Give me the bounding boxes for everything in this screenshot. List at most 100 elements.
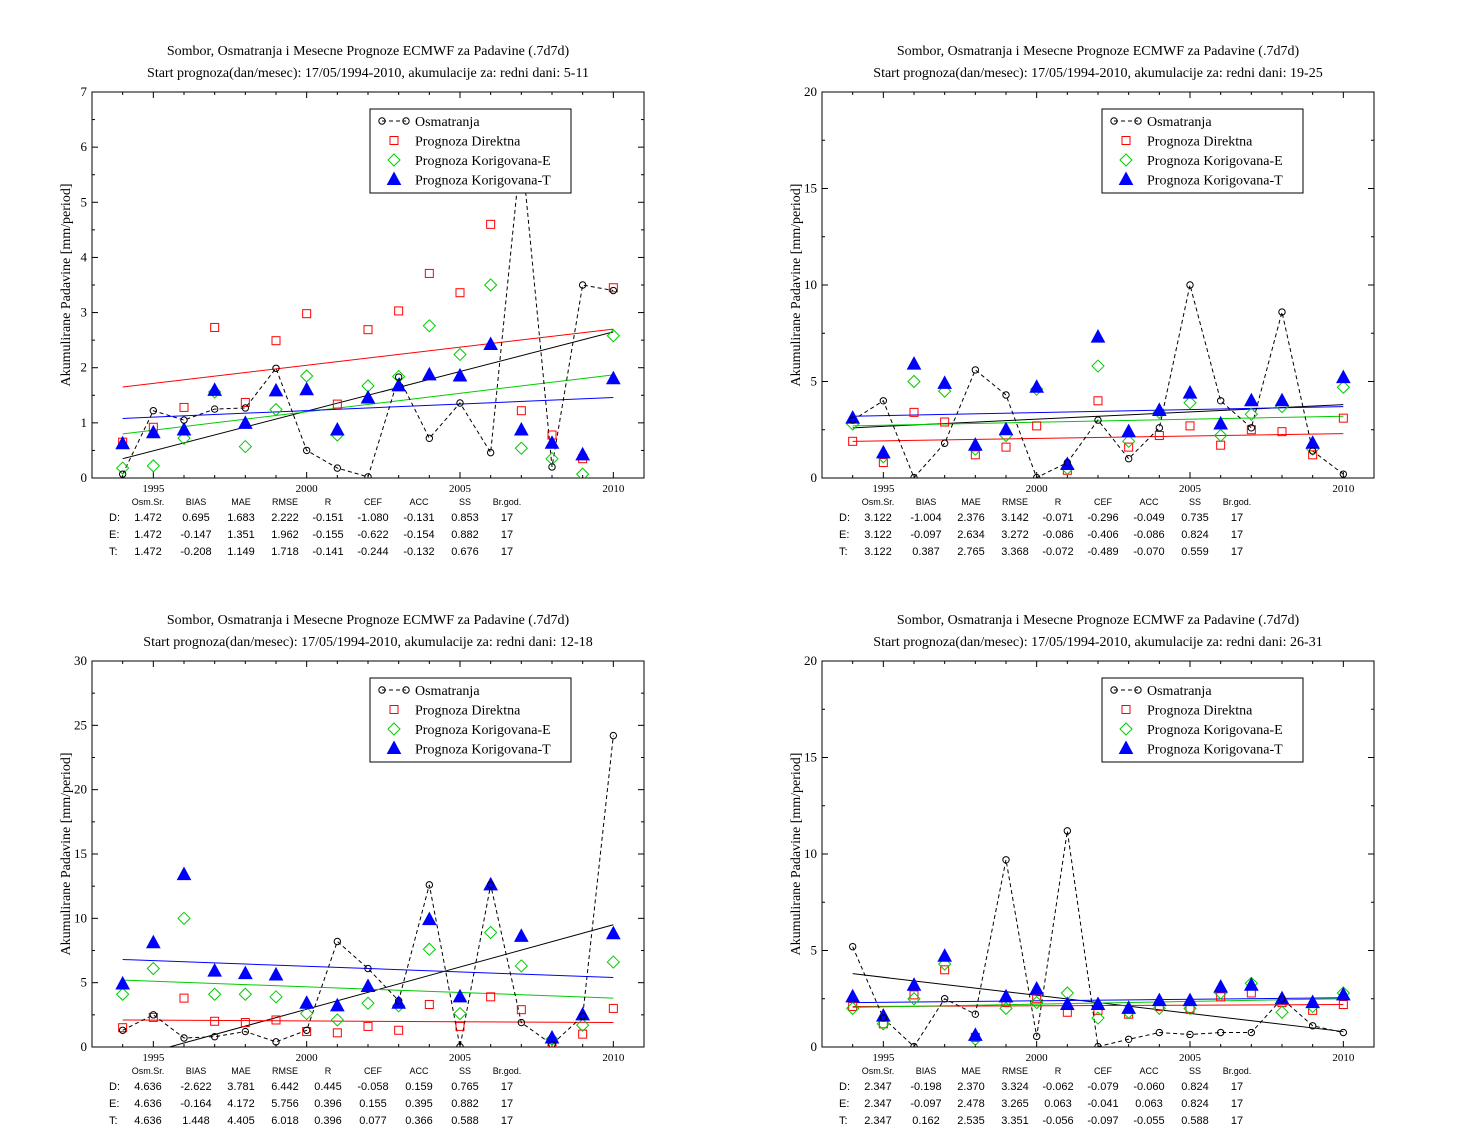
marker-obs <box>578 1012 587 1020</box>
stats-cell: 2.347 <box>864 1098 892 1110</box>
stats-cell: 17 <box>501 529 513 541</box>
legend-label-corr-t: Prognoza Korigovana-T <box>1147 174 1283 189</box>
marker-obs <box>1186 281 1194 289</box>
marker-obs <box>910 1042 918 1047</box>
legend-marker-obs <box>1134 117 1142 125</box>
marker-corr-t <box>605 370 621 385</box>
marker-corr-t <box>299 381 315 396</box>
stats-cell: 0.366 <box>405 1115 433 1127</box>
marker-corr-t <box>544 1029 560 1044</box>
trend-line-direct <box>852 433 1344 442</box>
marker-direct <box>332 1028 342 1038</box>
marker-direct <box>363 325 373 335</box>
marker-corr-t <box>906 356 922 370</box>
marker-corr-t <box>176 421 192 436</box>
stats-cell: 1.472 <box>134 546 162 558</box>
legend-marker-corr-e <box>387 153 401 167</box>
legend-marker-corr-e <box>387 722 401 736</box>
stats-cell: 1.683 <box>227 512 255 524</box>
marker-obs <box>425 434 434 442</box>
x-tick-label: 1995 <box>142 483 165 495</box>
marker-corr-e <box>937 384 952 398</box>
marker-corr-t <box>1335 369 1351 384</box>
stats-cell: 1.962 <box>271 529 299 541</box>
y-tick-label: 0 <box>811 1039 818 1054</box>
stats-row-label: T: <box>839 1115 848 1127</box>
marker-corr-t <box>1151 992 1167 1007</box>
marker-obs <box>394 996 403 1005</box>
stats-header: ACC <box>409 1066 429 1076</box>
marker-direct <box>909 407 919 417</box>
trend-line-corr-t <box>122 959 614 979</box>
marker-corr-e <box>1213 428 1228 443</box>
stats-table: Osm.Sr. BIAS MAE RMSE R CEF ACC SS Br.god. D: 1.47… <box>109 497 521 558</box>
marker-corr-t <box>421 911 437 926</box>
marker-obs <box>302 1026 311 1034</box>
marker-direct <box>1338 413 1348 423</box>
stats-cell: -0.147 <box>180 529 211 541</box>
plot-area <box>845 281 1351 478</box>
stats-cell: 0.588 <box>451 1115 479 1127</box>
marker-obs <box>241 1027 250 1036</box>
stats-cell: 0.824 <box>1181 1081 1209 1093</box>
stats-header: BIAS <box>186 497 207 507</box>
stats-header: SS <box>1189 1066 1201 1076</box>
y-tick-label: 25 <box>74 717 87 732</box>
marker-obs <box>486 881 495 889</box>
stats-cell: -0.041 <box>1087 1098 1118 1110</box>
stats-cell: 0.077 <box>359 1115 387 1127</box>
marker-corr-t <box>544 435 560 449</box>
marker-obs <box>118 470 127 478</box>
stats-cell: 4.405 <box>227 1115 255 1127</box>
stats-row-label: D: <box>839 512 850 524</box>
marker-corr-e <box>146 459 161 473</box>
marker-obs <box>1339 470 1348 478</box>
x-tick-label: 1995 <box>872 483 895 495</box>
y-tick-label: 15 <box>74 846 87 861</box>
marker-corr-t <box>1029 379 1045 393</box>
trend-line-corr-e <box>852 415 1344 427</box>
marker-obs <box>609 286 618 295</box>
stats-row-label: T: <box>839 546 848 558</box>
marker-direct <box>1216 440 1226 450</box>
stats-header: SS <box>459 1066 471 1076</box>
stats-cell: 3.351 <box>1001 1115 1029 1127</box>
stats-cell: -0.072 <box>1042 546 1073 558</box>
legend-marker-direct <box>1121 705 1131 714</box>
y-tick-label: 0 <box>81 1039 88 1054</box>
chart-title: Sombor, Osmatranja i Mesecne Prognoze EC… <box>167 613 570 628</box>
stats-cell: 17 <box>1231 512 1243 524</box>
legend-marker-corr-t <box>1118 740 1134 754</box>
stats-cell: -0.086 <box>1133 529 1164 541</box>
marker-obs <box>486 448 495 457</box>
marker-corr-t <box>421 366 437 381</box>
legend-label-direct: Prognoza Direktna <box>1147 704 1253 719</box>
legend-label-obs: Osmatranja <box>1147 684 1212 699</box>
marker-direct <box>271 1015 281 1025</box>
legend: Osmatranja Prognoza Direktna Prognoza Kori… <box>369 677 572 763</box>
marker-obs <box>210 405 219 413</box>
trend-line-corr-t <box>852 406 1344 417</box>
marker-corr-t <box>452 367 468 382</box>
marker-corr-e <box>575 1018 590 1032</box>
stats-row-label: E: <box>839 1098 849 1110</box>
marker-obs <box>149 407 158 415</box>
marker-corr-e <box>1183 1001 1197 1016</box>
stats-cell: -0.208 <box>180 546 211 558</box>
stats-header: Osm.Sr. <box>862 1066 895 1076</box>
legend-label-corr-e: Prognoza Korigovana-E <box>415 723 551 738</box>
stats-cell: -0.079 <box>1087 1081 1118 1093</box>
stats-cell: 17 <box>1231 529 1243 541</box>
stats-header: Br.god. <box>493 497 522 507</box>
legend-label-corr-t: Prognoza Korigovana-T <box>415 743 551 758</box>
marker-corr-e <box>514 959 529 973</box>
marker-corr-t <box>845 988 861 1003</box>
marker-direct <box>148 1012 158 1022</box>
marker-corr-e <box>269 990 283 1004</box>
stats-header: RMSE <box>1002 497 1028 507</box>
legend-marker-obs <box>1134 686 1142 694</box>
stats-cell: -0.296 <box>1087 512 1118 524</box>
marker-corr-e <box>299 1006 314 1021</box>
marker-obs <box>302 446 311 455</box>
legend-marker-obs <box>378 117 386 125</box>
